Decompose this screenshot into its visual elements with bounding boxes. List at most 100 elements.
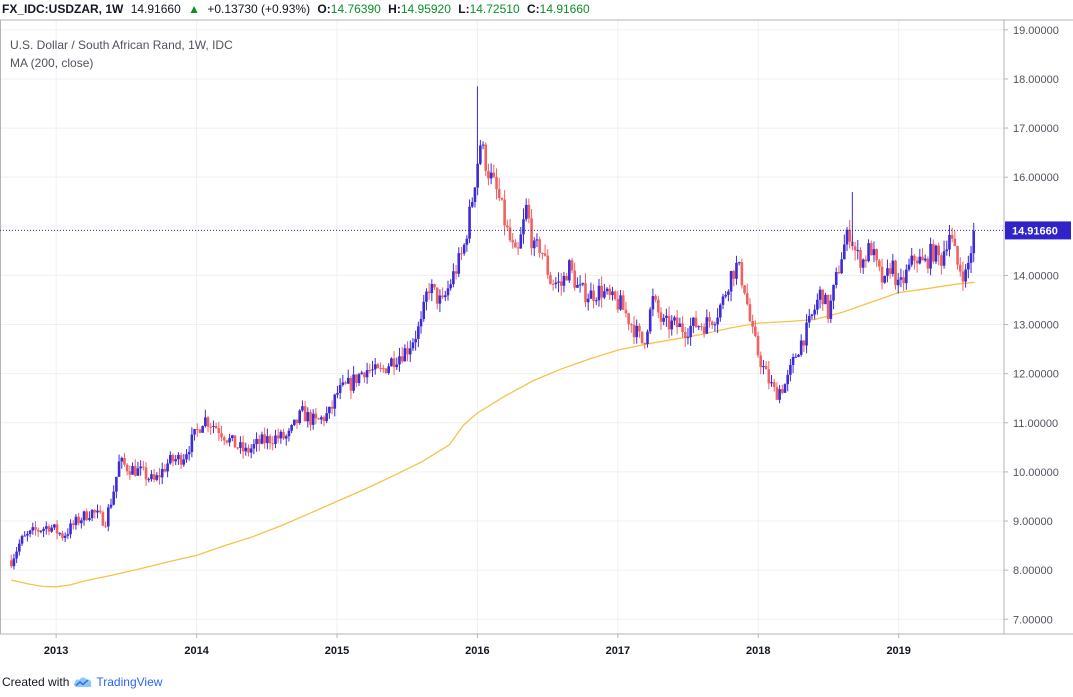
candle-body (910, 255, 914, 265)
candle-body (956, 246, 959, 265)
candle-body (748, 304, 752, 322)
chart-legend: U.S. Dollar / South African Rand, 1W, ID… (10, 36, 233, 72)
candle-body (702, 326, 706, 334)
candle-body (66, 534, 70, 536)
candle-body (112, 491, 115, 505)
candle-body (883, 275, 887, 283)
candle-body (473, 187, 477, 203)
candle-body (150, 474, 153, 480)
candle-body (953, 238, 957, 247)
tradingview-link[interactable]: TradingView (73, 675, 162, 689)
candle-body (408, 348, 412, 355)
x-tick-label: 2018 (746, 645, 770, 657)
candle-body (479, 145, 482, 164)
candle-body (344, 382, 347, 384)
candle-body (171, 454, 175, 462)
candle-body (90, 510, 94, 519)
candle-body (600, 285, 603, 298)
candle-body (398, 356, 401, 365)
symbol-label[interactable]: FX_IDC:USDZAR, 1W (2, 2, 124, 16)
candle-body (799, 340, 803, 355)
candle-body (565, 275, 568, 281)
candle-body (756, 335, 760, 356)
candle-body (929, 243, 932, 269)
candle-body (942, 251, 946, 266)
candle-body (115, 476, 118, 492)
candle-body (214, 425, 218, 429)
candle-body (964, 269, 967, 282)
candle-body (538, 239, 541, 253)
legend-indicator[interactable]: MA (200, close) (10, 56, 94, 70)
candle-body (244, 447, 248, 452)
candle-body (880, 266, 884, 283)
candle-body (710, 321, 714, 326)
candle-body (530, 218, 533, 249)
candle-body (603, 291, 606, 298)
candle-body (570, 260, 574, 271)
candle-body (381, 368, 385, 370)
candle-body (319, 417, 323, 420)
candle-body (82, 511, 86, 521)
y-tick-label: 11.00000 (1013, 418, 1058, 430)
candle-body (212, 425, 215, 427)
legend-title[interactable]: U.S. Dollar / South African Rand, 1W, ID… (10, 38, 233, 52)
candle-body (729, 271, 733, 292)
candle-body (592, 290, 595, 301)
candle-body (77, 516, 80, 524)
candle-body (619, 295, 622, 310)
candle-body (764, 366, 768, 370)
candle-body (651, 296, 655, 310)
candle-body (832, 284, 835, 301)
candle-body (778, 389, 781, 400)
candle-body (826, 294, 830, 319)
candle-body (322, 417, 326, 422)
candle-body (220, 433, 223, 438)
candle-body (487, 170, 490, 179)
candle-body (449, 284, 452, 289)
candle-body (694, 317, 698, 328)
candle-body (425, 291, 428, 302)
candle-body (718, 304, 722, 318)
candle-body (142, 466, 145, 468)
candle-body (34, 527, 37, 530)
candle-body (837, 272, 841, 274)
y-tick-label: 19.00000 (1013, 25, 1059, 37)
candle-body (589, 290, 593, 299)
candle-body (400, 356, 404, 362)
candle-body (554, 282, 558, 285)
candle-body (12, 558, 16, 567)
candle-body (422, 301, 426, 319)
candle-body (516, 247, 520, 249)
candle-body (462, 244, 466, 254)
candle-body (252, 444, 256, 449)
candle-body (905, 269, 908, 284)
candle-body (93, 510, 97, 513)
candle-body (287, 430, 291, 437)
current-price-tag: 14.91660 (1005, 221, 1071, 240)
candle-body (266, 436, 269, 444)
candle-body (745, 293, 749, 305)
candle-body (144, 467, 148, 480)
candle-body (759, 355, 763, 368)
candle-body (532, 240, 536, 249)
price-change: +0.13730 (+0.93%) (207, 2, 311, 16)
candle-body (497, 189, 501, 198)
open-label: O: (317, 2, 331, 16)
candle-body (128, 471, 132, 475)
candle-body (958, 264, 962, 272)
candle-body (406, 348, 409, 355)
candle-body (20, 536, 24, 544)
x-tick-label: 2016 (465, 645, 489, 657)
candle-body (721, 296, 725, 305)
candle-body (23, 535, 27, 537)
candle-body (700, 326, 703, 328)
candle-body (656, 299, 660, 313)
candle-body (805, 322, 808, 346)
candle-body (446, 288, 450, 296)
high-value: 14.95920 (400, 2, 451, 16)
candle-body (39, 530, 43, 532)
symbol-header: FX_IDC:USDZAR, 1W 14.91660 ▲ +0.13730 (+… (2, 2, 594, 16)
candle-body (241, 442, 245, 452)
candle-body (500, 197, 504, 200)
